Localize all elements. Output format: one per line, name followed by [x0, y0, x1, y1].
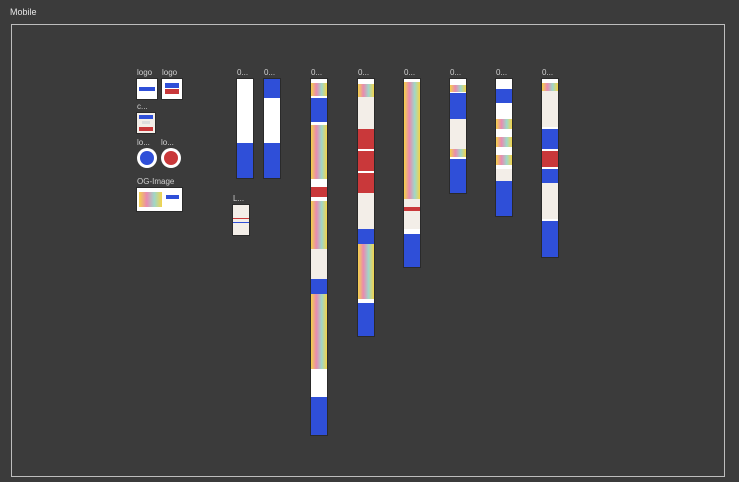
- frame-section: [311, 249, 327, 279]
- frame-section: [311, 397, 327, 435]
- frame-section: [450, 119, 466, 154]
- frame-label: 0...: [264, 68, 276, 77]
- component-frame[interactable]: [137, 113, 155, 133]
- frame-section: [542, 83, 558, 91]
- frame-section: [237, 143, 253, 178]
- frame-section: [264, 79, 280, 98]
- frame-section: [496, 119, 512, 129]
- asset-label: lo...: [161, 138, 174, 147]
- frame-section: [542, 221, 558, 257]
- frame-section: [233, 205, 249, 235]
- logo-icon-blue[interactable]: [137, 148, 157, 168]
- frame-section: [358, 193, 374, 229]
- frame-section: [264, 143, 280, 178]
- asset-label: OG-Image: [137, 177, 175, 186]
- frame-section: [311, 83, 327, 96]
- frame-label: 0...: [542, 68, 554, 77]
- frame-section: [311, 279, 327, 294]
- frame-section: [404, 234, 420, 267]
- frame-section: [450, 149, 466, 157]
- frame-label: 0...: [450, 68, 462, 77]
- mobile-page-frame[interactable]: [311, 79, 327, 435]
- logo-frame[interactable]: [162, 79, 182, 99]
- frame-section: [358, 129, 374, 149]
- frame-section: [404, 82, 420, 199]
- frame-label: 0...: [358, 68, 370, 77]
- frame-section: [542, 169, 558, 183]
- frame-label: 0...: [311, 68, 323, 77]
- section-title: Mobile: [10, 7, 37, 17]
- frame-section: [237, 79, 253, 143]
- frame-section: [542, 183, 558, 219]
- mobile-page-frame[interactable]: [450, 79, 466, 193]
- mobile-page-frame[interactable]: [542, 79, 558, 257]
- mobile-page-frame[interactable]: [358, 79, 374, 336]
- logo-icon-red[interactable]: [161, 148, 181, 168]
- frame-section: [542, 91, 558, 127]
- asset-label: c...: [137, 102, 148, 111]
- frame-section: [404, 207, 420, 211]
- frame-section: [450, 159, 466, 193]
- asset-label: logo: [137, 68, 153, 77]
- frame-section: [496, 137, 512, 147]
- mobile-page-frame[interactable]: [233, 205, 249, 235]
- frame-label: 0...: [496, 68, 508, 77]
- frame-section: [264, 98, 280, 143]
- frame-section: [233, 218, 249, 219]
- frame-section: [233, 222, 249, 223]
- mobile-page-frame[interactable]: [496, 79, 512, 216]
- frame-section: [450, 93, 466, 119]
- frame-section: [311, 294, 327, 369]
- logo-frame[interactable]: [137, 79, 157, 99]
- frame-section: [311, 187, 327, 197]
- frame-section: [358, 303, 374, 336]
- mobile-page-frame[interactable]: [264, 79, 280, 178]
- frame-label: L...: [233, 194, 245, 203]
- frame-label: 0...: [404, 68, 416, 77]
- mobile-page-frame[interactable]: [404, 79, 420, 267]
- frame-section: [450, 85, 466, 92]
- frame-section: [358, 244, 374, 299]
- frame-section: [404, 199, 420, 229]
- frame-section: [496, 169, 512, 181]
- asset-label: logo: [162, 68, 178, 77]
- frame-section: [311, 125, 327, 179]
- asset-label: lo...: [137, 138, 150, 147]
- frame-section: [311, 201, 327, 249]
- frame-section: [358, 151, 374, 171]
- frame-section: [311, 98, 327, 122]
- frame-label: 0...: [237, 68, 249, 77]
- frame-section: [496, 89, 512, 103]
- frame-section: [358, 229, 374, 244]
- frame-section: [542, 129, 558, 149]
- og-image-frame[interactable]: [137, 188, 182, 211]
- frame-section: [358, 84, 374, 97]
- frame-section: [496, 155, 512, 165]
- mobile-section[interactable]: [11, 24, 725, 477]
- frame-section: [358, 173, 374, 193]
- mobile-page-frame[interactable]: [237, 79, 253, 178]
- frame-section: [542, 151, 558, 167]
- frame-section: [358, 97, 374, 129]
- frame-section: [496, 181, 512, 216]
